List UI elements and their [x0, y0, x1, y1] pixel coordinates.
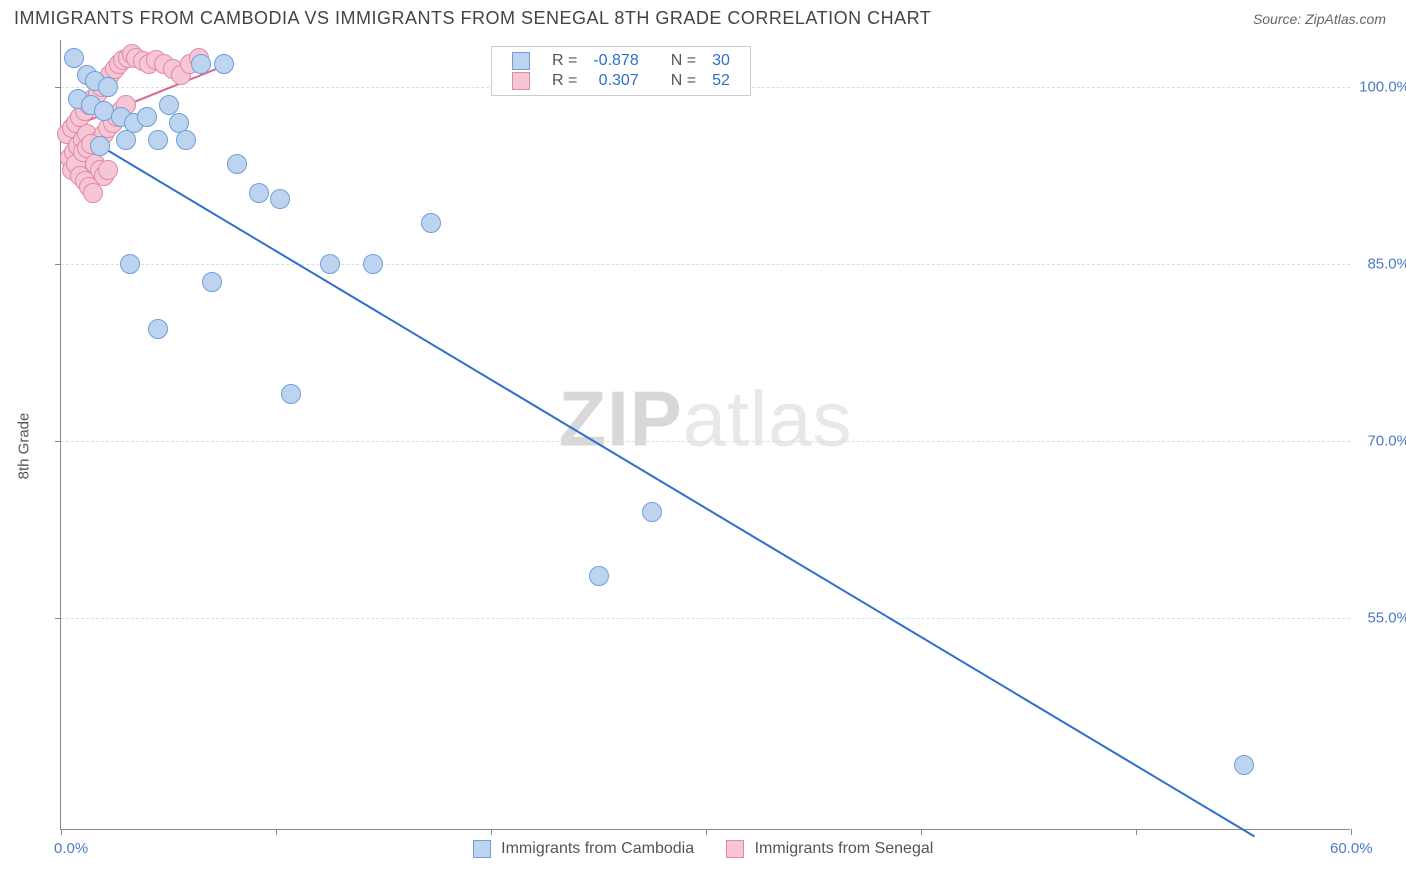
x-tick: [276, 829, 277, 835]
series-legend: Immigrants from Cambodia Immigrants from…: [0, 840, 1406, 858]
gridline: [61, 441, 1350, 442]
data-point: [148, 130, 168, 150]
legend-n-label: N =: [663, 51, 704, 71]
legend-item: Immigrants from Cambodia: [473, 840, 694, 857]
data-point: [270, 189, 290, 209]
y-tick-label: 55.0%: [1355, 609, 1406, 626]
y-tick-label: 100.0%: [1355, 79, 1406, 96]
gridline: [61, 264, 1350, 265]
x-tick: [921, 829, 922, 835]
plot-area: ZIPatlas 55.0%70.0%85.0%100.0%R =-0.878N…: [60, 40, 1350, 830]
legend-swatch: [512, 72, 530, 90]
data-point: [148, 319, 168, 339]
correlation-legend: R =-0.878 N =30 R =0.307 N =52: [491, 46, 751, 96]
x-tick: [491, 829, 492, 835]
data-point: [249, 183, 269, 203]
x-tick: [61, 829, 62, 835]
watermark-part2: atlas: [683, 374, 853, 462]
data-point: [98, 160, 118, 180]
data-point: [176, 130, 196, 150]
data-point: [98, 77, 118, 97]
data-point: [116, 130, 136, 150]
legend-r-label: R =: [544, 51, 585, 71]
watermark: ZIPatlas: [558, 373, 852, 464]
data-point: [90, 136, 110, 156]
gridline: [61, 618, 1350, 619]
legend-r-value: 0.307: [585, 71, 646, 91]
y-tick: [55, 441, 61, 442]
data-point: [120, 254, 140, 274]
legend-swatch: [473, 840, 491, 858]
watermark-part1: ZIP: [558, 374, 682, 462]
data-point: [281, 384, 301, 404]
y-tick: [55, 87, 61, 88]
data-point: [191, 54, 211, 74]
legend-item: Immigrants from Senegal: [726, 840, 933, 857]
trend-line: [71, 129, 1255, 838]
legend-n-value: 30: [704, 51, 738, 71]
y-tick: [55, 618, 61, 619]
legend-n-value: 52: [704, 71, 738, 91]
legend-label: Immigrants from Cambodia: [501, 840, 694, 857]
legend-n-label: N =: [663, 71, 704, 91]
data-point: [83, 183, 103, 203]
legend-swatch: [726, 840, 744, 858]
x-tick: [706, 829, 707, 835]
x-tick: [1136, 829, 1137, 835]
y-tick: [55, 264, 61, 265]
data-point: [227, 154, 247, 174]
data-point: [137, 107, 157, 127]
y-tick-label: 70.0%: [1355, 432, 1406, 449]
data-point: [589, 566, 609, 586]
legend-r-label: R =: [544, 71, 585, 91]
legend-swatch: [512, 52, 530, 70]
x-tick: [1351, 829, 1352, 835]
data-point: [642, 502, 662, 522]
legend-r-value: -0.878: [585, 51, 646, 71]
chart-title: IMMIGRANTS FROM CAMBODIA VS IMMIGRANTS F…: [14, 8, 931, 29]
data-point: [1234, 755, 1254, 775]
data-point: [159, 95, 179, 115]
legend-label: Immigrants from Senegal: [755, 840, 934, 857]
data-point: [214, 54, 234, 74]
chart-source: Source: ZipAtlas.com: [1253, 11, 1386, 27]
data-point: [64, 48, 84, 68]
data-point: [320, 254, 340, 274]
data-point: [421, 213, 441, 233]
y-tick-label: 85.0%: [1355, 256, 1406, 273]
y-axis-title: 8th Grade: [16, 413, 33, 480]
chart-header: IMMIGRANTS FROM CAMBODIA VS IMMIGRANTS F…: [0, 0, 1406, 33]
data-point: [363, 254, 383, 274]
data-point: [202, 272, 222, 292]
